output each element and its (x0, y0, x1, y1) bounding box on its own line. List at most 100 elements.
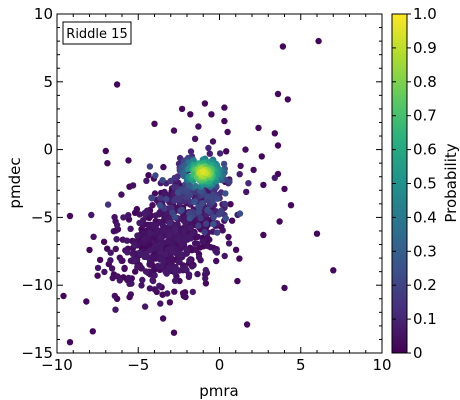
data-point (198, 200, 206, 207)
data-point (162, 268, 169, 276)
data-point (160, 228, 167, 235)
data-point (192, 182, 199, 190)
data-point (107, 257, 114, 264)
data-point (191, 240, 199, 247)
data-point (188, 263, 196, 270)
data-point (223, 148, 230, 155)
data-point (102, 147, 110, 155)
data-point (165, 264, 173, 271)
annotation-text: Riddle 15 (66, 27, 127, 42)
data-point (281, 185, 288, 193)
data-point (167, 177, 174, 185)
data-point (274, 90, 282, 98)
data-point (129, 250, 136, 257)
data-point (156, 243, 164, 250)
data-point (94, 264, 102, 272)
data-point (152, 223, 159, 230)
data-point (125, 212, 132, 219)
data-point (125, 274, 132, 282)
data-point (149, 254, 157, 261)
data-point (182, 218, 189, 226)
data-point (174, 189, 182, 196)
data-point (166, 258, 174, 265)
data-point (112, 245, 120, 253)
data-point (177, 251, 184, 258)
data-point (221, 252, 228, 260)
data-point (151, 120, 158, 128)
data-point (234, 277, 241, 285)
data-point (202, 266, 209, 274)
data-point (157, 234, 164, 241)
data-point (168, 248, 175, 255)
data-point (199, 168, 207, 175)
colorbar-tick-label: 0 (413, 344, 423, 362)
data-point (113, 221, 121, 229)
x-tick-label: −5 (127, 356, 149, 374)
data-point (187, 235, 194, 242)
data-point (214, 229, 221, 236)
data-point (210, 214, 217, 221)
data-point (164, 238, 171, 245)
data-point (157, 300, 164, 307)
data-point (149, 277, 157, 285)
data-point (186, 257, 193, 264)
data-point (158, 262, 165, 270)
y-tick-label: 10 (34, 5, 53, 23)
data-point (162, 195, 170, 203)
data-point (174, 236, 182, 243)
data-point (166, 219, 173, 227)
data-point (216, 150, 224, 157)
data-point (222, 215, 230, 222)
data-point (202, 275, 209, 282)
x-tick-label: 5 (296, 356, 306, 374)
data-point (221, 104, 228, 111)
data-point (107, 249, 114, 256)
points-layer (60, 37, 337, 346)
data-point (204, 193, 211, 200)
data-point (219, 227, 226, 234)
data-point (237, 162, 244, 170)
data-point (187, 148, 195, 155)
data-point (250, 166, 257, 174)
data-point (189, 230, 196, 237)
data-point (167, 204, 175, 211)
data-point (205, 144, 212, 152)
data-point (178, 241, 185, 248)
data-point (118, 191, 125, 198)
colorbar-tick-label: 0.1 (413, 310, 437, 328)
data-point (178, 105, 186, 113)
data-point (134, 232, 141, 239)
data-point (208, 111, 215, 118)
data-point (201, 228, 208, 236)
data-point (143, 177, 150, 184)
data-point (166, 299, 174, 306)
data-point (89, 328, 97, 335)
data-point (197, 215, 204, 222)
data-point (202, 280, 210, 287)
data-point (151, 272, 158, 279)
data-point (170, 127, 178, 134)
data-point (126, 280, 133, 287)
data-point (83, 298, 90, 305)
data-point (271, 174, 278, 181)
colorbar: 0 0.1 0.2 0.3 0.4 0.5 0.6 0.7 0.8 0.9 1.0 Probabil… (391, 5, 460, 362)
data-point (156, 202, 164, 209)
data-point (139, 276, 146, 284)
data-point (161, 205, 168, 212)
y-tick-label: 5 (43, 73, 53, 91)
data-point (287, 202, 295, 209)
data-point (134, 263, 141, 271)
data-point (214, 195, 221, 202)
data-point (66, 339, 74, 346)
data-point (204, 234, 211, 241)
data-point (146, 163, 154, 170)
data-point (202, 220, 210, 227)
data-point (178, 207, 185, 214)
data-point (195, 254, 203, 261)
data-point (160, 163, 167, 171)
data-point (146, 285, 154, 292)
data-point (224, 128, 231, 136)
data-point (148, 195, 156, 202)
data-point (123, 237, 131, 244)
